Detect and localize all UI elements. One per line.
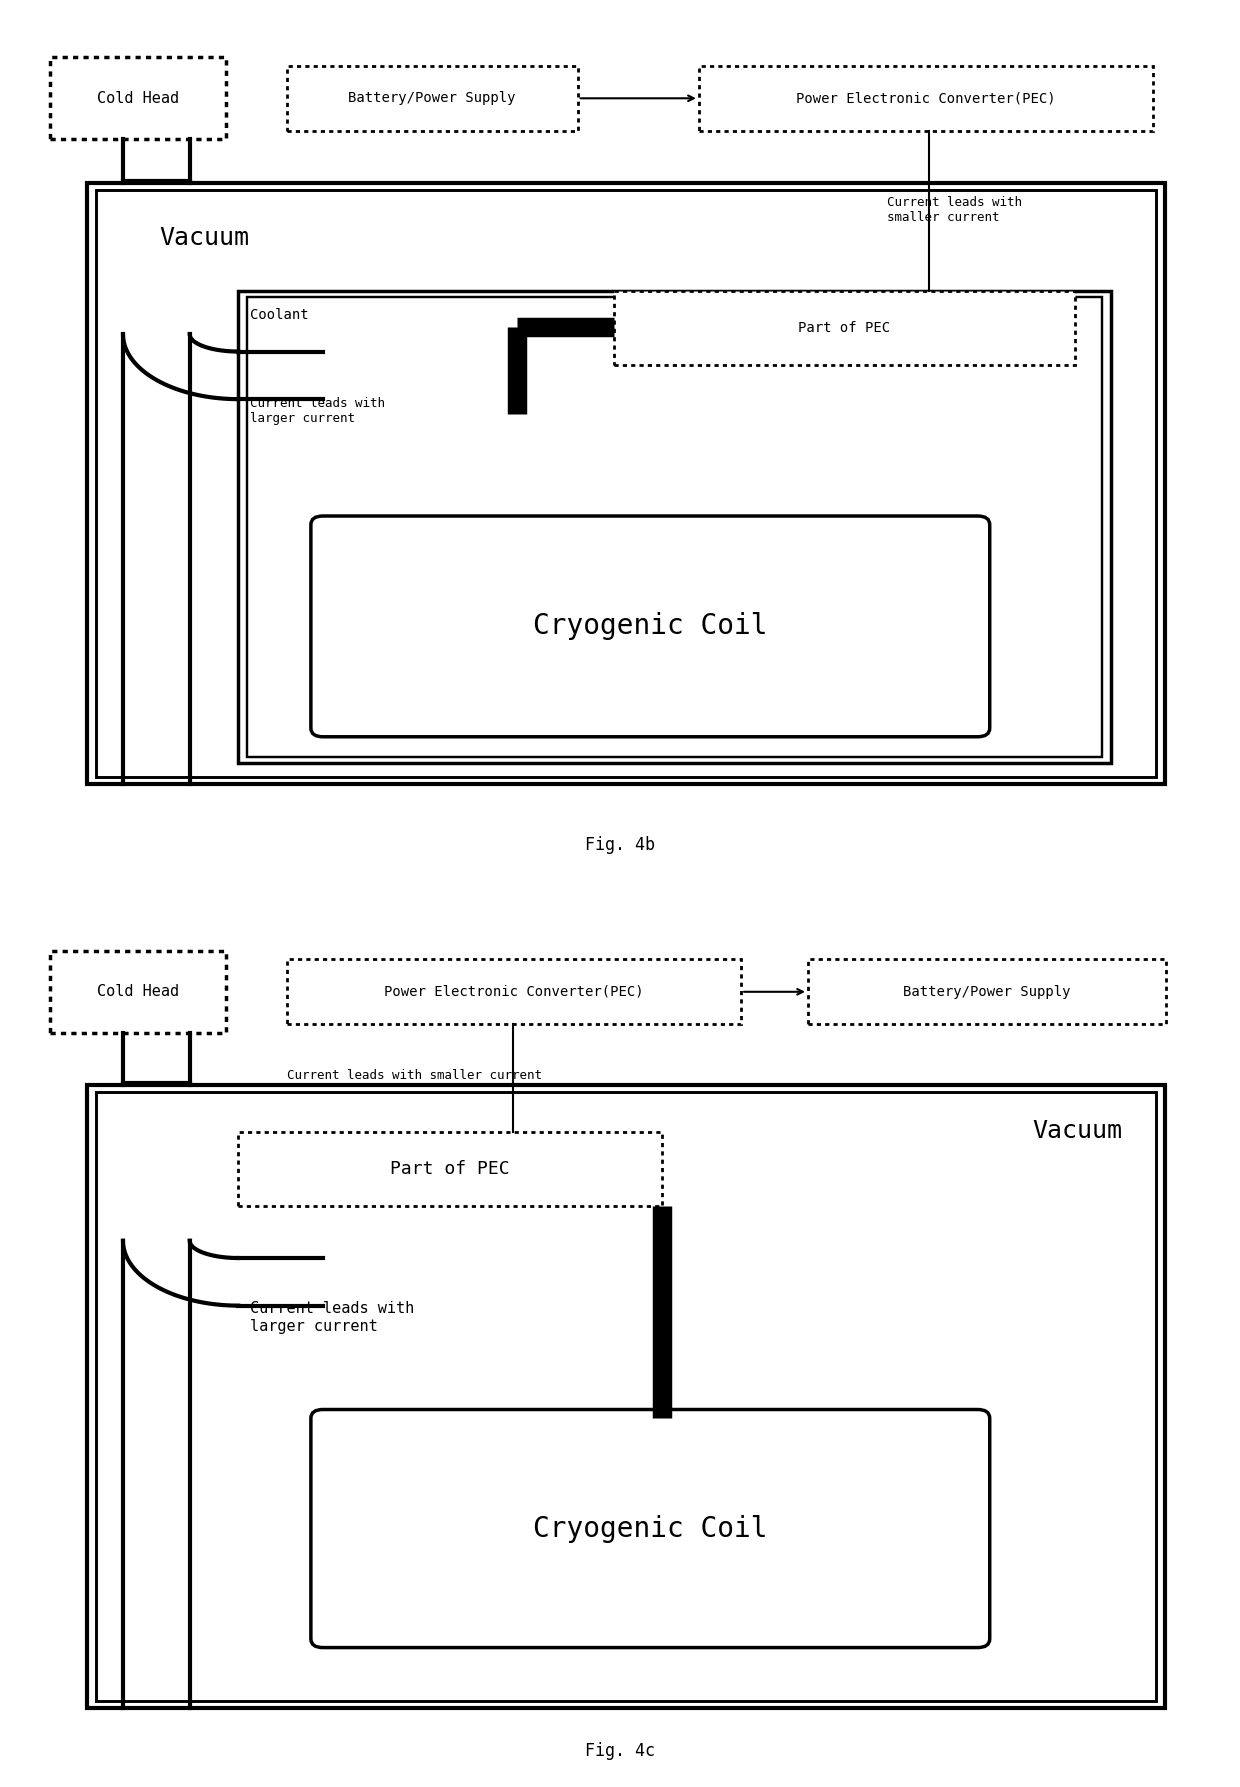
Bar — [286, 66, 578, 130]
Text: Current leads with
larger current: Current leads with larger current — [250, 397, 386, 425]
Text: Current leads with smaller current: Current leads with smaller current — [286, 1069, 542, 1081]
Bar — [808, 960, 1166, 1024]
Text: Cold Head: Cold Head — [97, 91, 180, 105]
Text: Current leads with
smaller current: Current leads with smaller current — [887, 197, 1022, 223]
Text: Coolant: Coolant — [250, 307, 309, 322]
Bar — [97, 189, 1156, 777]
Bar — [286, 960, 742, 1024]
Text: Vacuum: Vacuum — [160, 225, 249, 250]
Bar — [699, 66, 1153, 130]
Text: Fig. 4c: Fig. 4c — [585, 1742, 655, 1760]
Text: Part of PEC: Part of PEC — [391, 1160, 510, 1178]
Text: Cold Head: Cold Head — [97, 985, 180, 999]
Text: Part of PEC: Part of PEC — [799, 320, 890, 334]
Text: Battery/Power Supply: Battery/Power Supply — [903, 985, 1070, 999]
FancyBboxPatch shape — [311, 1410, 990, 1648]
Text: Current leads with
larger current: Current leads with larger current — [250, 1301, 414, 1333]
Bar — [238, 291, 1111, 763]
FancyBboxPatch shape — [311, 516, 990, 736]
Text: Power Electronic Converter(PEC): Power Electronic Converter(PEC) — [796, 91, 1056, 105]
Bar — [51, 57, 226, 139]
Text: Battery/Power Supply: Battery/Power Supply — [348, 91, 516, 105]
Text: Cryogenic Coil: Cryogenic Coil — [533, 613, 768, 640]
Text: Fig. 4b: Fig. 4b — [585, 836, 655, 854]
Bar — [238, 1133, 662, 1206]
Text: Power Electronic Converter(PEC): Power Electronic Converter(PEC) — [384, 985, 644, 999]
Text: Cryogenic Coil: Cryogenic Coil — [533, 1515, 768, 1542]
Bar — [51, 951, 226, 1033]
Bar — [97, 1092, 1156, 1701]
Text: Vacuum: Vacuum — [1032, 1119, 1122, 1144]
Bar — [247, 297, 1102, 756]
Bar — [87, 1085, 1166, 1708]
Bar — [87, 182, 1166, 784]
Bar — [614, 291, 1075, 365]
